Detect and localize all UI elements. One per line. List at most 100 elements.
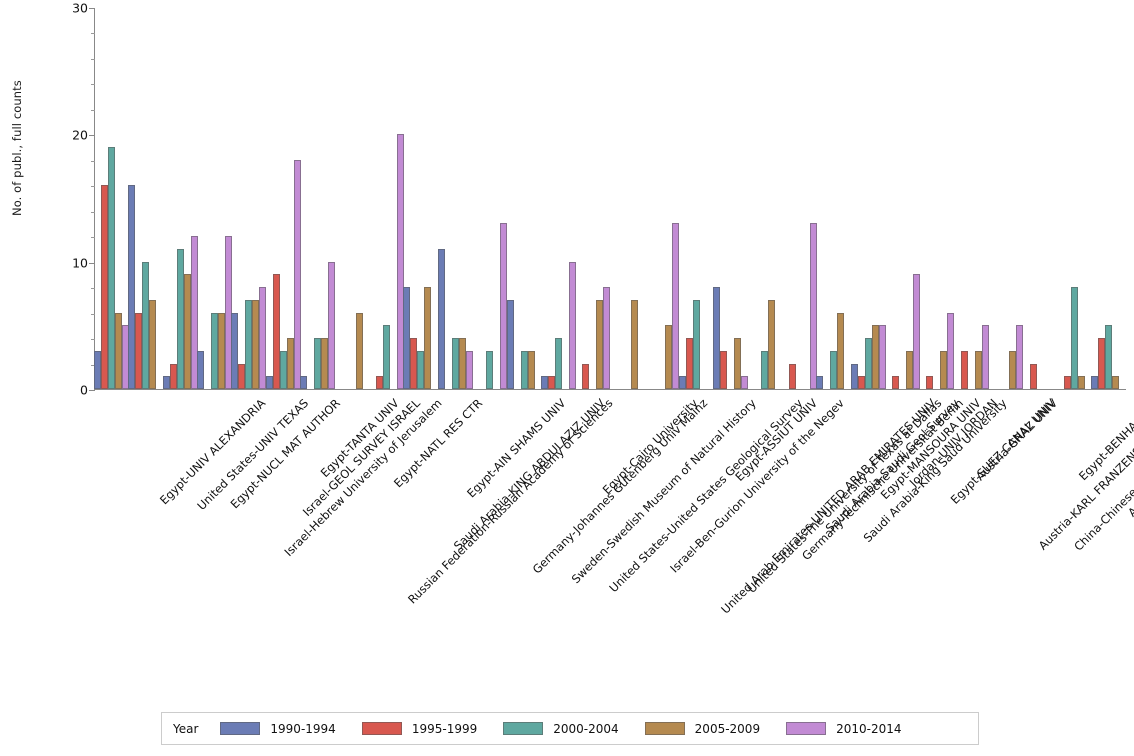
bar-group xyxy=(196,8,232,389)
bar-group xyxy=(437,8,473,389)
bar xyxy=(259,287,267,389)
bar xyxy=(850,363,858,389)
bar xyxy=(382,325,390,389)
bar-group xyxy=(540,8,576,389)
bar-group xyxy=(678,8,714,389)
bar xyxy=(142,261,150,389)
bar xyxy=(286,338,294,389)
bar xyxy=(1112,376,1120,389)
y-axis-minor-tick xyxy=(91,339,95,341)
bar-group xyxy=(712,8,748,389)
bar xyxy=(149,299,157,389)
bar xyxy=(554,338,562,389)
bar xyxy=(740,376,748,389)
legend-item[interactable]: 2010-2014 xyxy=(786,721,902,736)
y-axis-minor-tick xyxy=(91,364,95,366)
bar xyxy=(93,350,101,389)
bar xyxy=(506,299,514,389)
bar xyxy=(603,287,611,389)
bar xyxy=(857,376,865,389)
bar xyxy=(314,338,322,389)
bar xyxy=(1016,325,1024,389)
bar xyxy=(417,350,425,389)
bar xyxy=(809,223,817,389)
bar xyxy=(245,299,253,389)
bar xyxy=(891,376,899,389)
bar-group xyxy=(575,8,611,389)
legend-swatch xyxy=(503,722,544,735)
bar-group xyxy=(403,8,438,389)
legend-item[interactable]: 1990-1994 xyxy=(220,722,336,736)
y-axis-minor-tick xyxy=(91,33,95,35)
x-axis-tick-label: Egypt-Cairo University xyxy=(600,396,702,497)
bar-group xyxy=(369,8,404,389)
bar-group xyxy=(988,8,1024,389)
bar xyxy=(210,312,218,389)
bar xyxy=(190,236,198,389)
bar xyxy=(712,287,720,389)
x-axis-tick-label: Israel-Hebrew University of Jerusalem xyxy=(281,396,445,560)
bar xyxy=(520,350,528,389)
bar xyxy=(396,134,404,389)
bar xyxy=(100,185,108,389)
y-axis-minor-tick xyxy=(91,58,95,60)
bar xyxy=(1009,350,1017,389)
bar xyxy=(196,350,204,389)
bar xyxy=(183,274,191,389)
bar xyxy=(926,376,934,389)
bar xyxy=(321,338,329,389)
bar xyxy=(596,299,604,389)
bar xyxy=(527,350,535,389)
bar xyxy=(540,376,548,389)
y-axis-major-tick xyxy=(89,390,95,391)
bar xyxy=(837,312,845,389)
bar-group xyxy=(747,8,782,389)
bar xyxy=(238,363,246,389)
bar-group xyxy=(850,8,886,389)
bar-group xyxy=(162,8,198,389)
bar xyxy=(486,350,494,389)
bar xyxy=(451,338,459,389)
legend-swatch xyxy=(786,722,827,735)
bar xyxy=(830,350,838,389)
bar xyxy=(788,363,796,389)
bar xyxy=(403,287,411,389)
bar xyxy=(169,363,177,389)
bar xyxy=(1063,376,1071,389)
y-axis-minor-tick xyxy=(91,160,95,162)
legend-item[interactable]: 2005-2009 xyxy=(644,721,761,736)
y-axis-minor-tick xyxy=(91,237,95,239)
legend-label: 2005-2009 xyxy=(694,721,761,736)
y-axis-tick-label: 20 xyxy=(72,127,88,143)
plot-area: 0 10 20 30 xyxy=(72,1,1126,398)
y-axis-title: No. of publ., full counts xyxy=(10,80,24,216)
y-axis-minor-tick xyxy=(91,288,95,290)
legend-swatch xyxy=(361,722,402,735)
bar xyxy=(960,350,968,389)
bar-group xyxy=(265,8,301,389)
legend-item[interactable]: 1995-1999 xyxy=(361,722,477,736)
bar-group xyxy=(644,8,680,389)
legend-item[interactable]: 2000-2004 xyxy=(503,722,619,736)
bar xyxy=(685,338,693,389)
legend-swatch xyxy=(644,722,685,735)
bar xyxy=(1098,338,1106,389)
bar-group xyxy=(954,8,989,389)
bar xyxy=(947,312,955,389)
bar xyxy=(940,350,948,389)
bar xyxy=(279,350,287,389)
y-axis-minor-tick xyxy=(91,313,95,315)
y-axis-major-tick xyxy=(89,262,95,264)
y-axis-minor-tick xyxy=(91,84,95,86)
bar xyxy=(678,376,686,389)
bar-group xyxy=(335,8,370,389)
bar xyxy=(1077,376,1085,389)
bar xyxy=(135,312,143,389)
legend-title: Year xyxy=(173,721,199,736)
bar-group xyxy=(816,8,851,389)
legend-label: 2010-2014 xyxy=(836,721,902,736)
bar xyxy=(272,274,280,389)
bar xyxy=(692,299,700,389)
bar xyxy=(128,185,136,389)
legend-swatch xyxy=(220,722,261,735)
